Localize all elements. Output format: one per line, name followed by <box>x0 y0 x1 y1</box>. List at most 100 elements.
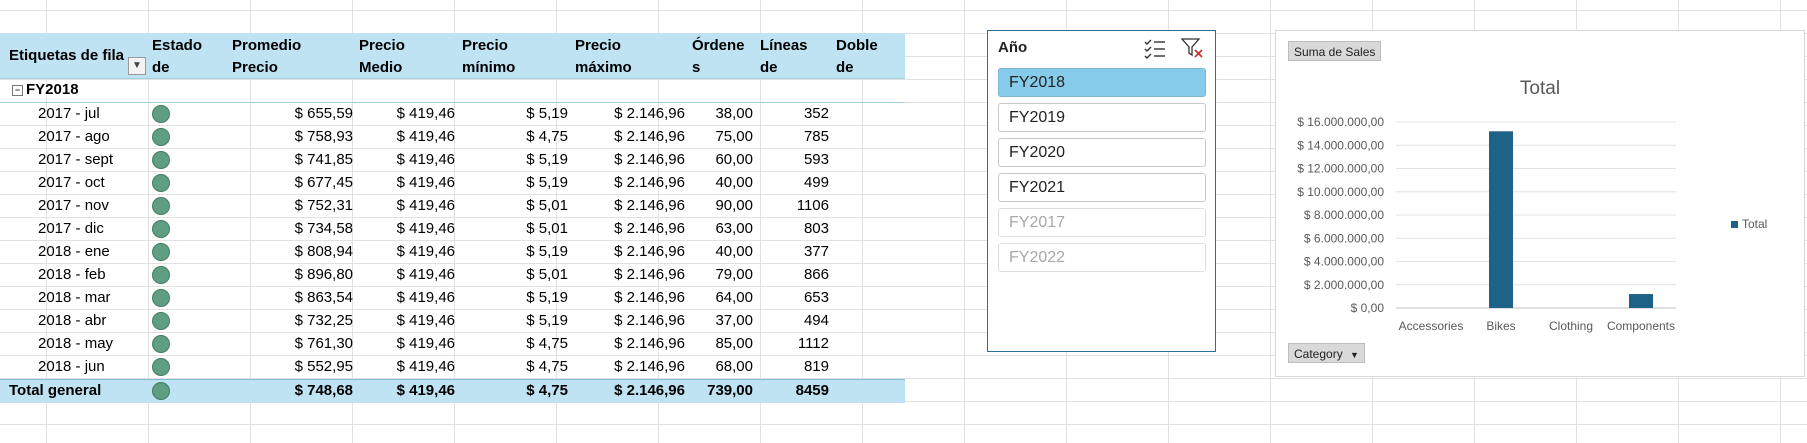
cell-lineas[interactable]: 377 <box>803 243 829 260</box>
header-estado[interactable]: Estado de <box>152 37 203 76</box>
cell-promedio[interactable]: $ 863,54 <box>294 289 353 306</box>
cell-medio[interactable]: $ 419,46 <box>396 335 455 352</box>
cell-minimo[interactable]: $ 5,01 <box>526 197 568 214</box>
clear-filter-icon[interactable] <box>1180 37 1204 59</box>
cell-medio[interactable]: $ 419,46 <box>396 151 455 168</box>
cell-minimo[interactable]: $ 4,75 <box>526 382 568 399</box>
cell-maximo[interactable]: $ 2.146,96 <box>614 312 685 329</box>
slicer-item-fy2019[interactable]: FY2019 <box>998 103 1206 132</box>
cell-medio[interactable]: $ 419,46 <box>396 197 455 214</box>
cell-lineas[interactable]: 1106 <box>796 197 829 214</box>
slicer-item-fy2022[interactable]: FY2022 <box>998 243 1206 272</box>
cell-maximo[interactable]: $ 2.146,96 <box>614 105 685 122</box>
row-label[interactable]: 2018 - ene <box>38 243 110 260</box>
cell-maximo[interactable]: $ 2.146,96 <box>614 266 685 283</box>
cell-medio[interactable]: $ 419,46 <box>396 289 455 306</box>
cell-promedio[interactable]: $ 732,25 <box>294 312 353 329</box>
cell-maximo[interactable]: $ 2.146,96 <box>614 151 685 168</box>
value-field-button[interactable]: Suma de Sales <box>1288 41 1382 61</box>
cell-ordenes[interactable]: 60,00 <box>715 151 753 168</box>
cell-lineas[interactable]: 593 <box>803 151 829 168</box>
bar-components[interactable] <box>1629 294 1653 308</box>
cell-lineas[interactable]: 785 <box>803 128 829 145</box>
header-precio-maximo[interactable]: Precio máximo <box>575 37 632 76</box>
cell-medio[interactable]: $ 419,46 <box>396 312 455 329</box>
cell-maximo[interactable]: $ 2.146,96 <box>614 220 685 237</box>
multi-select-icon[interactable] <box>1143 37 1167 59</box>
cell-maximo[interactable]: $ 2.146,96 <box>614 382 685 399</box>
cell-ordenes[interactable]: 40,00 <box>715 174 753 191</box>
cell-minimo[interactable]: $ 5,19 <box>526 289 568 306</box>
cell-promedio[interactable]: $ 752,31 <box>294 197 353 214</box>
row-label[interactable]: 2017 - sept <box>38 151 114 168</box>
pivot-chart[interactable]: Suma de Sales Total $ 0,00 $ 2.000.000,00… <box>1275 30 1805 377</box>
cell-minimo[interactable]: $ 5,19 <box>526 105 568 122</box>
header-lineas[interactable]: Líneas de <box>760 37 808 76</box>
cell-ordenes[interactable]: 85,00 <box>715 335 753 352</box>
cell-promedio[interactable]: $ 748,68 <box>294 382 353 399</box>
category-field-button[interactable]: Category ▼ <box>1288 343 1365 363</box>
header-row-labels[interactable]: Etiquetas de fila <box>9 47 125 64</box>
cell-maximo[interactable]: $ 2.146,96 <box>614 243 685 260</box>
total-label[interactable]: Total general <box>9 382 102 399</box>
cell-ordenes[interactable]: 40,00 <box>715 243 753 260</box>
row-label[interactable]: 2018 - may <box>38 335 114 352</box>
cell-medio[interactable]: $ 419,46 <box>396 105 455 122</box>
group-label[interactable]: FY2018 <box>26 81 79 98</box>
row-label[interactable]: 2017 - jul <box>38 105 100 122</box>
header-promedio-precio[interactable]: Promedio Precio <box>232 37 302 76</box>
cell-ordenes[interactable]: 64,00 <box>715 289 753 306</box>
cell-promedio[interactable]: $ 552,95 <box>294 358 353 375</box>
header-precio-minimo[interactable]: Precio mínimo <box>462 37 516 76</box>
cell-minimo[interactable]: $ 4,75 <box>526 128 568 145</box>
cell-lineas[interactable]: 499 <box>803 174 829 191</box>
cell-minimo[interactable]: $ 5,01 <box>526 220 568 237</box>
cell-minimo[interactable]: $ 5,01 <box>526 266 568 283</box>
cell-lineas[interactable]: 653 <box>803 289 829 306</box>
cell-lineas[interactable]: 1112 <box>797 335 829 352</box>
collapse-icon[interactable]: − <box>12 85 23 96</box>
slicer-item-fy2018[interactable]: FY2018 <box>998 68 1206 97</box>
cell-minimo[interactable]: $ 5,19 <box>526 243 568 260</box>
slicer-item-fy2017[interactable]: FY2017 <box>998 208 1206 237</box>
cell-medio[interactable]: $ 419,46 <box>396 382 455 399</box>
cell-medio[interactable]: $ 419,46 <box>396 266 455 283</box>
bar-bikes[interactable] <box>1489 131 1513 308</box>
cell-minimo[interactable]: $ 5,19 <box>526 312 568 329</box>
header-ordenes[interactable]: Órdene s <box>692 37 745 76</box>
cell-promedio[interactable]: $ 761,30 <box>294 335 353 352</box>
cell-promedio[interactable]: $ 758,93 <box>294 128 353 145</box>
cell-ordenes[interactable]: 68,00 <box>715 358 753 375</box>
cell-minimo[interactable]: $ 4,75 <box>526 335 568 352</box>
cell-minimo[interactable]: $ 5,19 <box>526 174 568 191</box>
cell-lineas[interactable]: 819 <box>803 358 829 375</box>
cell-minimo[interactable]: $ 5,19 <box>526 151 568 168</box>
cell-medio[interactable]: $ 419,46 <box>396 358 455 375</box>
row-label[interactable]: 2018 - jun <box>38 358 105 375</box>
cell-medio[interactable]: $ 419,46 <box>396 174 455 191</box>
cell-ordenes[interactable]: 90,00 <box>715 197 753 214</box>
header-precio-medio[interactable]: Precio Medio <box>359 37 405 76</box>
row-label[interactable]: 2018 - feb <box>38 266 106 283</box>
row-label[interactable]: 2017 - nov <box>38 197 109 214</box>
row-filter-icon[interactable]: ▼ <box>128 57 146 75</box>
cell-medio[interactable]: $ 419,46 <box>396 128 455 145</box>
cell-promedio[interactable]: $ 677,45 <box>294 174 353 191</box>
cell-medio[interactable]: $ 419,46 <box>396 243 455 260</box>
cell-promedio[interactable]: $ 741,85 <box>294 151 353 168</box>
row-label[interactable]: 2018 - mar <box>38 289 111 306</box>
cell-promedio[interactable]: $ 808,94 <box>294 243 353 260</box>
cell-maximo[interactable]: $ 2.146,96 <box>614 358 685 375</box>
cell-ordenes[interactable]: 739,00 <box>707 382 753 399</box>
cell-ordenes[interactable]: 37,00 <box>715 312 753 329</box>
cell-ordenes[interactable]: 38,00 <box>715 105 753 122</box>
cell-lineas[interactable]: 494 <box>803 312 829 329</box>
cell-maximo[interactable]: $ 2.146,96 <box>614 197 685 214</box>
row-label[interactable]: 2017 - dic <box>38 220 104 237</box>
header-doble[interactable]: Doble de <box>836 37 878 76</box>
cell-maximo[interactable]: $ 2.146,96 <box>614 174 685 191</box>
cell-maximo[interactable]: $ 2.146,96 <box>614 289 685 306</box>
cell-medio[interactable]: $ 419,46 <box>396 220 455 237</box>
cell-ordenes[interactable]: 79,00 <box>715 266 753 283</box>
cell-lineas[interactable]: 352 <box>803 105 829 122</box>
